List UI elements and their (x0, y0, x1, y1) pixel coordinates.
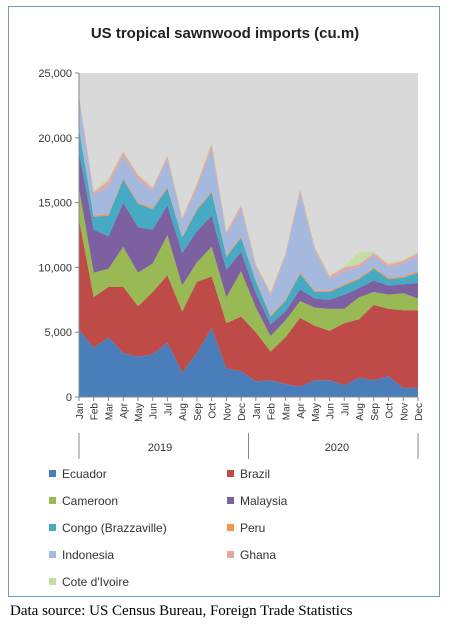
legend-label: Cameroon (62, 494, 119, 508)
x-tick-label: Feb (267, 403, 278, 421)
x-tick-label: Mar (104, 402, 115, 420)
area-series-malaysia (79, 152, 418, 337)
area-series-brazil (79, 219, 418, 388)
legend-swatch (227, 551, 234, 559)
area-series-ecuador (79, 328, 418, 397)
y-tick-label: 0 (66, 392, 72, 404)
x-tick-label: Aug (178, 403, 189, 421)
legend-label: Ecuador (62, 467, 107, 481)
x-tick-label: Dec (237, 403, 248, 421)
legend-item-congo-brazzaville: Congo (Brazzaville) (49, 521, 167, 535)
x-tick-label: Jul (340, 403, 351, 416)
x-tick-label: Nov (222, 403, 233, 421)
x-tick-label: May (134, 403, 145, 422)
x-tick-label: Apr (119, 402, 130, 418)
legend-swatch (49, 551, 56, 559)
x-tick-label: Feb (90, 403, 101, 421)
legend-item-peru: Peru (227, 521, 265, 535)
legend-swatch (227, 470, 234, 478)
legend-label: Ghana (240, 548, 277, 562)
x-tick-label: Jan (75, 403, 86, 419)
x-tick-label: Jan (252, 403, 263, 419)
y-tick-label: 15,000 (38, 198, 72, 210)
y-tick-label: 10,000 (38, 262, 72, 274)
legend-label: Peru (240, 521, 266, 535)
legend-label: Indonesia (62, 548, 115, 562)
legend-item-indonesia: Indonesia (49, 548, 114, 562)
legend-item-brazil: Brazil (227, 467, 270, 481)
x-tick-label: Jul (163, 403, 174, 416)
legend-swatch (49, 578, 56, 586)
legend-swatch (227, 497, 234, 505)
legend-label: Congo (Brazzaville) (62, 521, 167, 535)
chart-frame: 0 5,000 10,000 15,000 20,000 25,000 Jan Feb Mar A… (8, 6, 440, 597)
legend-label: Brazil (240, 467, 271, 481)
legend-swatch (49, 524, 56, 532)
x-tick-label: Apr (296, 402, 307, 418)
y-tick-label: 20,000 (38, 133, 72, 145)
y-tick-label: 25,000 (38, 68, 72, 80)
x-tick-label: Jun (326, 403, 337, 419)
x-tick-label: Dec (414, 403, 425, 421)
legend-item-ghana: Ghana (227, 548, 276, 562)
x-tick-label: Mar (281, 402, 292, 420)
legend-label: Cote d'Ivoire (62, 575, 129, 589)
chart-title: US tropical sawnwood imports (cu.m) (90, 25, 360, 42)
legend-swatch (227, 524, 234, 532)
legend-label: Malaysia (240, 494, 288, 508)
x-tick-label: Nov (399, 403, 410, 421)
legend-item-malaysia: Malaysia (227, 494, 287, 508)
x-tick-label: Sep (370, 403, 381, 421)
area-series-cameroon (79, 188, 418, 352)
x-tick-label: Aug (355, 403, 366, 421)
legend-item-cameroon: Cameroon (49, 494, 118, 508)
x-tick-label: Sep (193, 403, 204, 421)
x-tick-label: May (311, 403, 322, 422)
data-source-caption: Data source: US Census Bureau, Foreign T… (10, 603, 353, 619)
x-tick-label: Oct (385, 403, 396, 419)
x-group-label-2020: 2020 (325, 442, 349, 454)
legend-swatch (49, 497, 56, 505)
x-group-label-2019: 2019 (148, 442, 172, 454)
legend-item-cote-d-ivoire: Cote d'Ivoire (49, 575, 129, 589)
x-tick-label: Jun (149, 403, 160, 419)
x-tick-label: Oct (208, 403, 219, 419)
area-series-congo-brazzaville (79, 128, 418, 325)
legend-item-ecuador: Ecuador (49, 467, 107, 481)
y-tick-label: 5,000 (44, 327, 72, 339)
legend-swatch (49, 470, 56, 478)
